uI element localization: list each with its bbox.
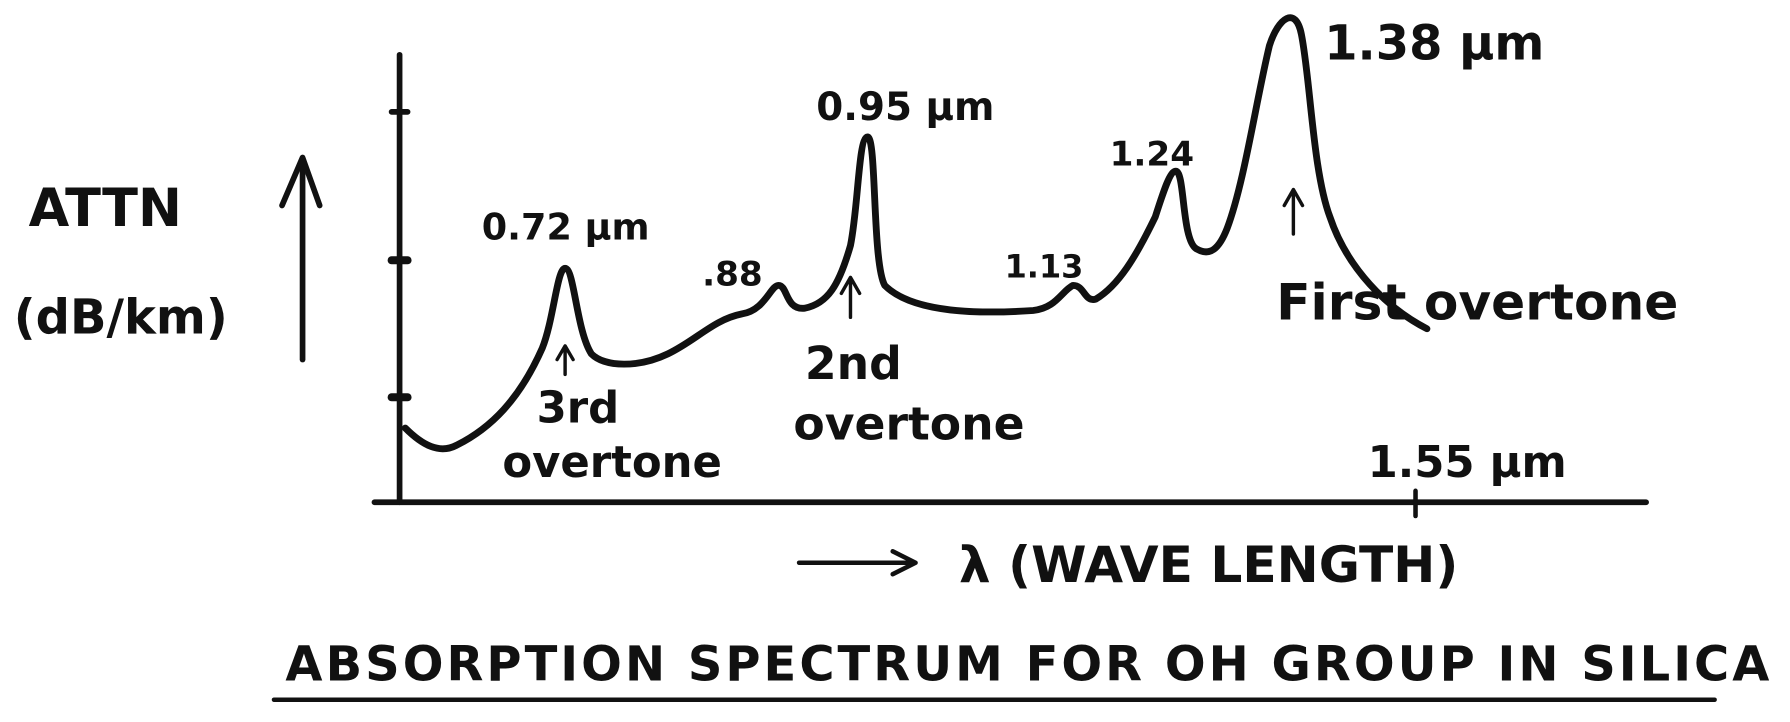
- peak-label: 0.95 μm: [816, 85, 994, 130]
- overtone-label: overtone: [502, 438, 722, 488]
- overtone-label: 3rd: [537, 383, 620, 433]
- peak-label: 1.13: [1005, 247, 1084, 285]
- y-unit: (dB/km): [14, 290, 228, 345]
- peak-label: 1.38 μm: [1324, 16, 1544, 71]
- x-marker-label: 1.55 μm: [1368, 438, 1567, 488]
- peak-arrows: [557, 189, 1302, 374]
- y-arrow: [282, 158, 320, 360]
- x-arrow: [799, 551, 915, 574]
- title: ABSORPTION SPECTRUM FOR OH GROUP IN SILI…: [285, 637, 1769, 692]
- x-label: λ (WAVE LENGTH): [959, 535, 1458, 594]
- sketch: ATTN (dB/km) 0.72 μm .88 0.95 μm 1.13 1.…: [0, 0, 1790, 718]
- page: {"y_axis": {"label_line1": "ATTN", "labe…: [0, 0, 1790, 718]
- overtone-label: 2nd: [805, 337, 902, 390]
- overtone-label: First overtone: [1276, 273, 1678, 332]
- peak-label: .88: [702, 254, 763, 294]
- peak-label: 0.72 μm: [482, 206, 650, 249]
- peak-label: 1.24: [1110, 135, 1194, 175]
- overtone-label: overtone: [793, 397, 1024, 450]
- y-label: ATTN: [29, 178, 182, 239]
